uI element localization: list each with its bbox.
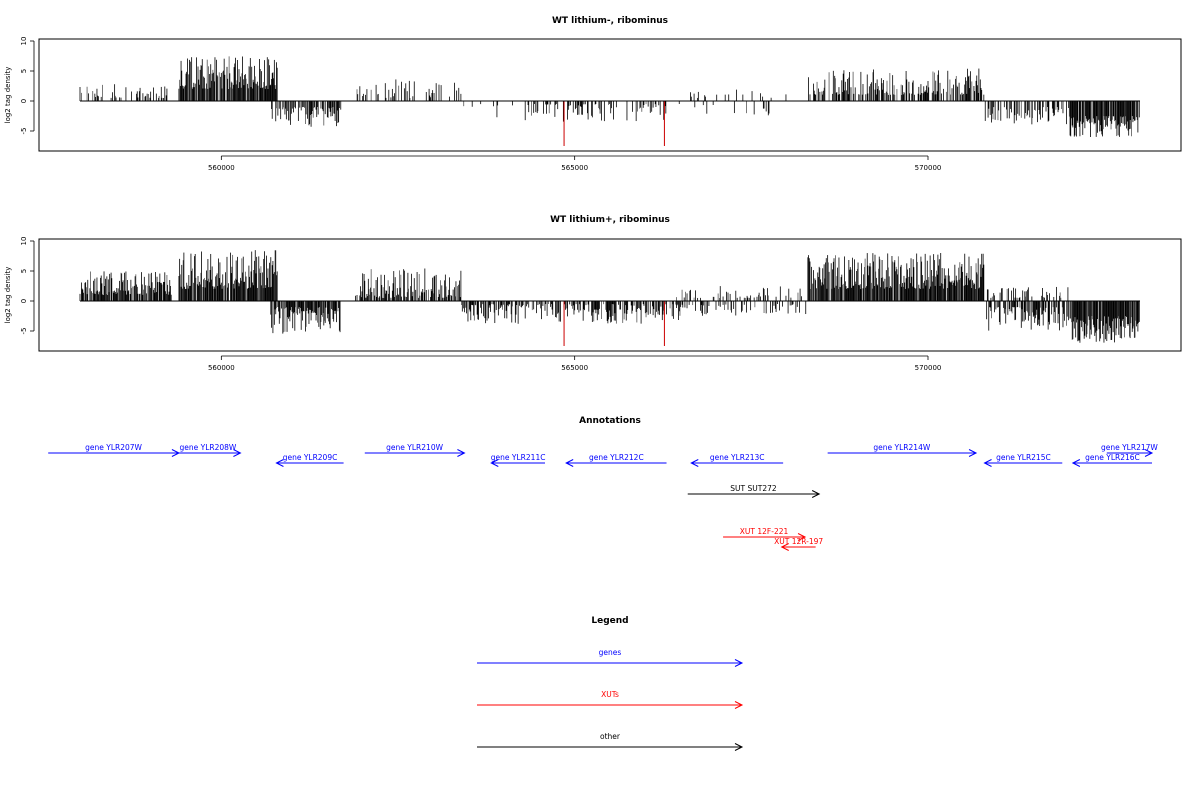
y-tick-label: 0	[20, 299, 28, 303]
arrow-head	[1144, 449, 1154, 457]
feature-arrows: gene YLR207W gene YLR208W gene YLR209C gene…	[48, 443, 1158, 551]
legend-item-other: other	[477, 732, 744, 751]
chart-panel-lithium-minus: WT lithium-, ribominus log2 tag density …	[4, 16, 1182, 172]
arrow-head	[968, 449, 978, 457]
arrow-head	[490, 459, 499, 467]
arrow-head	[734, 659, 744, 667]
feature-label: gene YLR214W	[873, 443, 930, 452]
feature-label: XUT 12F-221	[740, 527, 789, 536]
signal-bars	[79, 56, 1140, 137]
y-tick-label: 10	[20, 37, 28, 46]
y-tick-label: 10	[20, 237, 28, 246]
annotations-title: Annotations	[579, 416, 641, 426]
legend: Legend genes XUTs other	[477, 616, 744, 751]
feature-gene-ylr210w: gene YLR210W	[364, 443, 466, 457]
legend-label: other	[600, 732, 621, 741]
feature-xut-12r-197: XUT 12R-197	[774, 537, 823, 551]
feature-gene-ylr217w: gene YLR217W	[1101, 443, 1158, 457]
feature-gene-ylr212c: gene YLR212C	[565, 453, 667, 467]
annotations-track: Annotations gene YLR207W gene YLR208Wgene…	[48, 416, 1158, 551]
feature-label: SUT SUT272	[730, 484, 777, 493]
x-tick-label: 560000	[208, 164, 235, 172]
arrow-head	[811, 490, 821, 498]
arrow-head	[983, 459, 992, 467]
x-tick-label: 565000	[561, 164, 588, 172]
feature-label: gene YLR207W	[85, 443, 142, 452]
feature-label: gene YLR212C	[589, 453, 644, 462]
legend-title: Legend	[591, 616, 628, 626]
x-axis: 560000 565000 570000	[208, 155, 942, 172]
legend-label: XUTs	[601, 690, 619, 699]
x-tick-label: 570000	[915, 164, 942, 172]
feature-label: gene YLR216C	[1085, 453, 1140, 462]
arrow-head	[275, 459, 284, 467]
y-tick-label: 5	[20, 269, 28, 273]
feature-gene-ylr213c: gene YLR213C	[690, 453, 784, 467]
arrow-head	[1071, 459, 1081, 467]
arrow-head	[457, 449, 466, 457]
feature-label: gene YLR211C	[491, 453, 546, 462]
legend-label: genes	[599, 648, 622, 657]
x-tick-label: 565000	[561, 364, 588, 372]
signal-bars	[79, 250, 1140, 343]
x-tick-label: 560000	[208, 364, 235, 372]
feature-gene-ylr216c: gene YLR216C	[1071, 453, 1153, 467]
feature-label: gene YLR215C	[996, 453, 1051, 462]
feature-gene-ylr211c: gene YLR211C	[490, 453, 546, 467]
y-axis-label: log2 tag density	[4, 267, 12, 324]
feature-label: gene YLR210W	[386, 443, 443, 452]
y-tick-label: 0	[20, 99, 28, 103]
feature-label: gene YLR208W	[179, 443, 236, 452]
y-tick-label: -5	[20, 328, 28, 335]
x-tick-label: 570000	[915, 364, 942, 372]
feature-sut-sut272: SUT SUT272	[687, 484, 821, 498]
x-axis: 560000 565000 570000	[208, 355, 942, 372]
feature-gene-ylr208w: gene YLR208W	[175, 443, 242, 457]
plot-frame	[38, 38, 1182, 152]
arrow-head	[780, 543, 789, 551]
y-axis: -5 0 5 10	[20, 37, 35, 135]
feature-gene-ylr215c: gene YLR215C	[983, 453, 1063, 467]
arrow-head	[565, 459, 574, 467]
feature-label: gene YLR213C	[710, 453, 765, 462]
arrow-head	[690, 459, 699, 467]
arrow-head	[797, 533, 807, 541]
feature-gene-ylr209c: gene YLR209C	[275, 453, 344, 467]
legend-item-genes: genes	[477, 648, 744, 667]
feature-label: gene YLR217W	[1101, 443, 1158, 452]
red-spikes	[563, 301, 665, 346]
arrow-head	[233, 449, 242, 457]
y-axis: -5 0 5 10	[20, 237, 35, 335]
plot-frame	[38, 238, 1182, 352]
feature-xut-12f-221: XUT 12F-221	[723, 527, 807, 541]
feature-gene-ylr214w: gene YLR214W	[827, 443, 978, 457]
chart-title: WT lithium-, ribominus	[552, 16, 668, 26]
chart-title: WT lithium+, ribominus	[550, 215, 670, 225]
arrow-head	[734, 701, 744, 709]
y-tick-label: 5	[20, 69, 28, 73]
legend-item-xuts: XUTs	[477, 690, 744, 709]
feature-gene-ylr207w: gene YLR207W	[48, 443, 181, 457]
y-axis-label: log2 tag density	[4, 67, 12, 124]
arrow-head	[734, 743, 744, 751]
red-spikes	[563, 101, 665, 146]
y-tick-label: -5	[20, 128, 28, 135]
chart-panel-lithium-plus: WT lithium+, ribominus log2 tag density …	[4, 215, 1182, 372]
feature-label: XUT 12R-197	[774, 537, 823, 546]
feature-label: gene YLR209C	[283, 453, 338, 462]
legend-items: genes XUTs other	[477, 648, 744, 751]
